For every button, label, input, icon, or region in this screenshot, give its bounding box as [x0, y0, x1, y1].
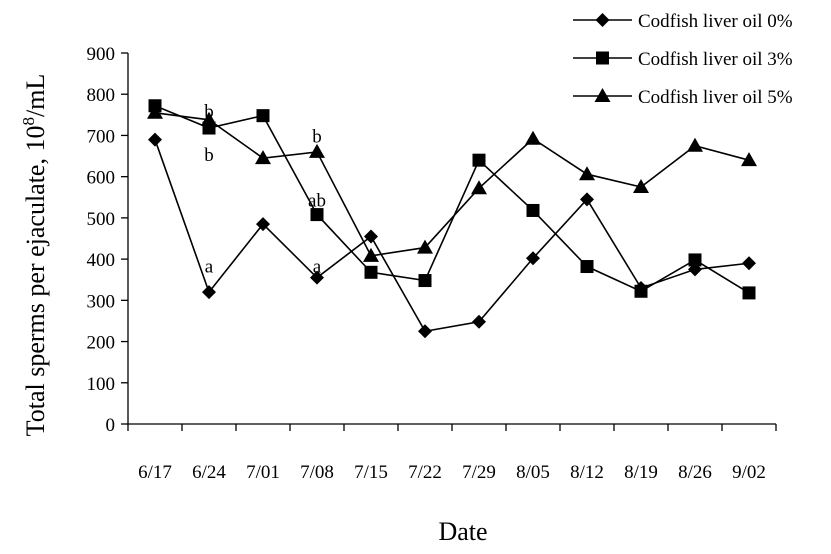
legend-marker-square — [596, 51, 609, 65]
series-line — [154, 111, 750, 257]
series-line — [154, 139, 750, 333]
x-tick-label: 8/05 — [516, 462, 550, 483]
y-axis-title: Total sperms per ejaculate, 108/mL — [19, 74, 50, 437]
data-point-triangle — [309, 143, 325, 158]
significance-label: b — [312, 126, 322, 147]
legend-item: Codfish liver oil 0% — [573, 11, 793, 32]
series-triangle — [147, 104, 757, 262]
y-tick-label: 600 — [87, 168, 116, 189]
x-tick-label: 7/01 — [246, 462, 280, 483]
y-tick-label: 300 — [87, 291, 116, 312]
data-point-triangle — [201, 111, 217, 126]
series-layer — [147, 99, 757, 339]
x-tick-label: 9/02 — [732, 462, 766, 483]
y-tick-label: 100 — [87, 374, 116, 395]
significance-label: b — [204, 102, 214, 123]
x-tick-label: 7/29 — [462, 462, 496, 483]
y-tick-label: 0 — [106, 415, 116, 436]
x-tick-label: 6/17 — [138, 462, 172, 483]
data-point-square — [472, 153, 486, 167]
legend: Codfish liver oil 0% Codfish liver oil 3%… — [573, 11, 793, 108]
data-point-square — [364, 265, 378, 279]
y-axis-title-unit: /mL — [21, 74, 50, 117]
data-point-square — [526, 203, 540, 217]
y-tick-label: 200 — [87, 333, 116, 354]
data-point-triangle — [417, 239, 433, 254]
series-line — [154, 105, 750, 294]
x-tick-label: 7/08 — [300, 462, 334, 483]
data-point-triangle — [579, 166, 595, 181]
legend-item: Codfish liver oil 5% — [573, 87, 793, 108]
x-tick-label: 8/19 — [624, 462, 658, 483]
data-point-square — [256, 109, 270, 123]
data-point-triangle — [471, 180, 487, 195]
data-point-square — [580, 260, 594, 274]
data-point-diamond — [256, 217, 270, 232]
x-tick-label: 6/24 — [192, 462, 226, 483]
y-axis-title-superscript: 8 — [19, 117, 38, 126]
data-point-triangle — [741, 152, 757, 167]
data-point-diamond — [742, 256, 756, 271]
y-tick-label: 700 — [87, 126, 116, 147]
y-tick-label: 900 — [87, 44, 116, 65]
significance-label: b — [204, 145, 214, 166]
x-tick-label: 7/15 — [354, 462, 388, 483]
legend-label: Codfish liver oil 3% — [638, 49, 793, 70]
data-point-triangle — [147, 104, 163, 119]
data-point-diamond — [364, 229, 378, 244]
x-tick-label: 8/26 — [678, 462, 712, 483]
data-point-diamond — [148, 132, 162, 147]
data-point-diamond — [310, 270, 324, 285]
y-tick-label: 800 — [87, 85, 116, 106]
legend-marker-diamond — [595, 13, 610, 27]
data-point-diamond — [202, 285, 216, 300]
data-point-triangle — [255, 150, 271, 165]
data-point-diamond — [418, 324, 432, 339]
legend-item: Codfish liver oil 3% — [573, 49, 793, 70]
data-point-diamond — [580, 192, 594, 207]
significance-label: ab — [308, 190, 326, 211]
y-tick-label: 500 — [87, 209, 116, 230]
data-point-square — [742, 286, 756, 300]
data-point-diamond — [526, 251, 540, 266]
data-point-triangle — [633, 178, 649, 193]
data-point-square — [688, 253, 702, 267]
data-point-square — [310, 208, 324, 222]
x-tick-label: 7/22 — [408, 462, 442, 483]
significance-label: a — [313, 256, 322, 277]
data-point-triangle — [687, 137, 703, 152]
data-point-square — [634, 284, 648, 298]
series-diamond — [148, 132, 756, 339]
legend-marker-triangle — [594, 88, 611, 102]
series-square — [148, 99, 756, 300]
legend-label: Codfish liver oil 0% — [638, 11, 793, 32]
x-tick-label: 8/12 — [570, 462, 604, 483]
x-axis-title: Date — [438, 517, 487, 546]
data-point-square — [418, 274, 432, 288]
y-axis-title-main: Total sperms per ejaculate, 10 — [21, 126, 50, 437]
significance-label: a — [205, 256, 214, 277]
axes: 0 100 200 300 400 500 600 700 800 900 6/17 6/24 7/01… — [87, 44, 777, 483]
data-point-triangle — [363, 247, 379, 262]
data-point-triangle — [525, 130, 541, 145]
legend-label: Codfish liver oil 5% — [638, 87, 793, 108]
y-tick-label: 400 — [87, 250, 116, 271]
data-point-diamond — [472, 314, 486, 329]
